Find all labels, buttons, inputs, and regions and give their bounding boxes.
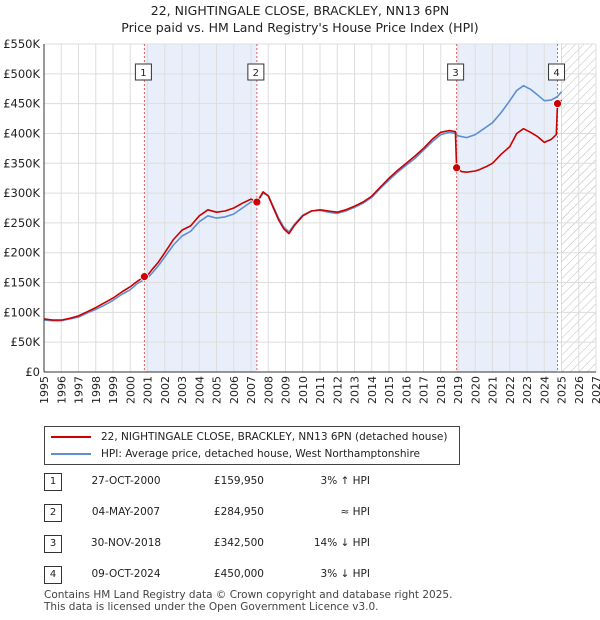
legend-label-property: 22, NIGHTINGALE CLOSE, BRACKLEY, NN13 6P… — [101, 431, 448, 443]
footer-copyright: Contains HM Land Registry data © Crown c… — [44, 589, 453, 601]
table-row: 2 04-MAY-2007 £284,950 ≈ HPI — [44, 504, 424, 526]
y-tick-label: £250K — [3, 216, 40, 230]
sale-date: 04-MAY-2007 — [91, 506, 161, 518]
x-tick-label: 2027 — [590, 376, 600, 404]
sale-marker-box — [134, 63, 152, 81]
x-tick-label: 2005 — [211, 376, 224, 404]
legend-swatch-property — [51, 436, 91, 438]
x-tick-label: 2015 — [383, 376, 396, 404]
y-tick-label: £550K — [3, 37, 40, 51]
ownership-period-band — [144, 44, 257, 372]
x-tick-label: 2000 — [124, 376, 137, 404]
x-tick-label: 2021 — [487, 376, 500, 404]
y-tick-label: £500K — [3, 67, 40, 81]
sale-point — [452, 163, 462, 173]
sale-marker-box — [447, 63, 465, 81]
x-tick-label: 2002 — [159, 376, 172, 404]
x-tick-label: 2009 — [280, 376, 293, 404]
x-tick-label: 2020 — [469, 376, 482, 404]
sale-number-badge: 4 — [44, 566, 62, 584]
x-tick-label: 2023 — [521, 376, 534, 404]
legend-label-hpi: HPI: Average price, detached house, West… — [101, 448, 420, 460]
sale-marker-box — [548, 63, 566, 81]
x-tick-label: 2010 — [297, 376, 310, 404]
sale-point — [139, 272, 149, 282]
footer-licence: This data is licensed under the Open Gov… — [44, 601, 379, 613]
table-row: 4 09-OCT-2024 £450,000 3% ↓ HPI — [44, 566, 424, 588]
x-tick-label: 2004 — [193, 376, 206, 404]
chart-title: 22, NIGHTINGALE CLOSE, BRACKLEY, NN13 6P… — [150, 3, 450, 18]
sale-marker-box — [247, 63, 265, 81]
sale-marker-label: 2 — [253, 68, 259, 79]
x-tick-label: 2013 — [349, 376, 362, 404]
x-tick-label: 2024 — [538, 376, 551, 404]
legend-item-hpi: HPI: Average price, detached house, West… — [51, 446, 420, 462]
x-tick-label: 2007 — [245, 376, 258, 404]
ownership-period-band — [456, 44, 558, 372]
x-tick-label: 2014 — [366, 376, 379, 404]
sale-number-badge: 2 — [44, 504, 62, 522]
sale-point — [252, 197, 262, 207]
legend-swatch-hpi — [51, 453, 91, 455]
x-tick-label: 2025 — [556, 376, 569, 404]
sale-number-badge: 3 — [44, 535, 62, 553]
x-tick-label: 2003 — [176, 376, 189, 404]
x-tick-label: 2019 — [452, 376, 465, 404]
sale-hpi-comparison: ≈ HPI — [340, 506, 370, 518]
x-tick-label: 2001 — [142, 376, 155, 404]
x-tick-label: 2016 — [400, 376, 413, 404]
y-tick-label: £450K — [3, 97, 40, 111]
legend-item-property: 22, NIGHTINGALE CLOSE, BRACKLEY, NN13 6P… — [51, 429, 447, 445]
y-tick-label: £0 — [25, 365, 40, 379]
y-tick-label: £300K — [3, 186, 40, 200]
sale-marker-label: 1 — [140, 68, 146, 79]
x-tick-label: 2011 — [314, 376, 327, 404]
x-tick-label: 2008 — [262, 376, 275, 404]
y-tick-label: £100K — [3, 305, 40, 319]
sale-date: 09-OCT-2024 — [91, 568, 161, 580]
sale-marker-label: 4 — [553, 68, 559, 79]
y-tick-label: £400K — [3, 126, 40, 140]
x-tick-label: 1998 — [90, 376, 103, 404]
x-tick-label: 1997 — [73, 376, 86, 404]
x-tick-label: 2012 — [331, 376, 344, 404]
x-tick-label: 2006 — [228, 376, 241, 404]
chart-subtitle: Price paid vs. HM Land Registry's House … — [121, 20, 479, 35]
sale-marker-label: 3 — [452, 68, 458, 79]
sale-price: £159,950 — [213, 475, 264, 487]
x-tick-label: 2022 — [504, 376, 517, 404]
table-row: 3 30-NOV-2018 £342,500 14% ↓ HPI — [44, 535, 424, 557]
price-chart: 1 2 3 4 £0 £50K £100K £150K £200K £250K £300K £350… — [3, 37, 600, 404]
y-tick-label: £50K — [11, 335, 41, 349]
sale-price: £342,500 — [213, 537, 264, 549]
x-tick-label: 1996 — [55, 376, 68, 404]
y-tick-label: £150K — [3, 276, 40, 290]
x-tick-label: 1995 — [38, 376, 51, 404]
table-row: 1 27-OCT-2000 £159,950 3% ↑ HPI — [44, 473, 424, 495]
x-tick-label: 2018 — [435, 376, 448, 404]
y-tick-label: £200K — [3, 246, 40, 260]
sale-date: 30-NOV-2018 — [90, 537, 162, 549]
sale-hpi-comparison: 3% ↓ HPI — [320, 568, 370, 580]
sale-price: £450,000 — [213, 568, 264, 580]
x-tick-label: 2017 — [418, 376, 431, 404]
y-tick-label: £350K — [3, 156, 40, 170]
sale-point — [553, 99, 562, 109]
sale-hpi-comparison: 14% ↓ HPI — [313, 537, 370, 549]
sale-date: 27-OCT-2000 — [91, 475, 161, 487]
legend: 22, NIGHTINGALE CLOSE, BRACKLEY, NN13 6P… — [44, 426, 460, 465]
sale-price: £284,950 — [213, 506, 264, 518]
sale-hpi-comparison: 3% ↑ HPI — [320, 475, 370, 487]
sale-number-badge: 1 — [44, 473, 62, 491]
x-tick-label: 1999 — [107, 376, 120, 404]
x-tick-label: 2026 — [573, 376, 586, 404]
